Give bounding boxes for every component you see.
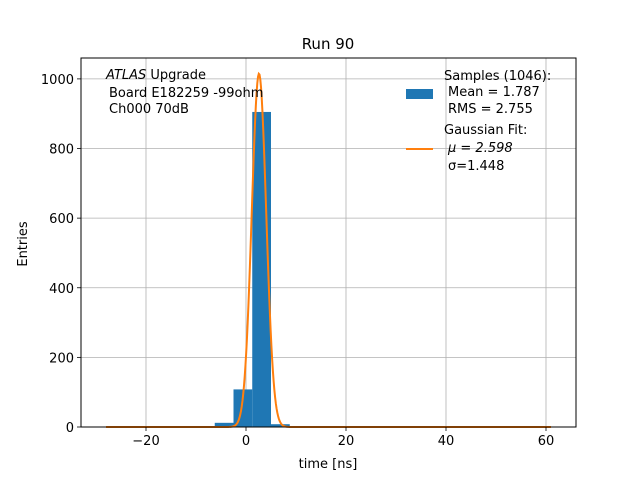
grid [81, 58, 576, 428]
y-tick-label-4: 800 [49, 143, 74, 158]
plot-frame [80, 57, 577, 428]
histogram-bar-3 [271, 424, 290, 427]
x-axis-label: time [ns] [299, 457, 358, 472]
annotation-line-2: Board E182259 -99ohm [109, 86, 263, 101]
annotation-line-3: Ch000 70dB [109, 102, 189, 117]
x-tick-label-1: 0 [242, 434, 250, 449]
x-tick-label-0: −20 [132, 434, 159, 449]
legend-sigma-label: σ=1.448 [448, 159, 504, 174]
histogram-bar-1 [233, 389, 253, 427]
x-tick-label-2: 20 [338, 434, 355, 449]
histogram-bar-0 [214, 422, 234, 427]
annotation-line-1: ATLAS Upgrade [105, 68, 206, 83]
legend-mean-label: Mean = 1.787 [448, 85, 540, 100]
y-tick-label-1: 200 [49, 351, 74, 366]
y-axis-label: Entries [16, 221, 31, 267]
x-tick-label-4: 60 [538, 434, 555, 449]
legend: Samples (1046): Mean = 1.787 RMS = 2.755… [406, 69, 551, 174]
legend-rms-label: RMS = 2.755 [448, 102, 533, 117]
y-tick-label-5: 1000 [41, 73, 74, 88]
y-tick-label-2: 400 [49, 282, 74, 297]
legend-fit-label: Gaussian Fit: [444, 123, 527, 138]
y-tick-label-0: 0 [66, 421, 74, 436]
y-tick-label-3: 600 [49, 212, 74, 227]
atlas-word: ATLAS [105, 68, 146, 83]
legend-histogram-swatch [406, 89, 433, 99]
atlas-annotation: ATLAS Upgrade Board E182259 -99ohm Ch000… [105, 68, 263, 117]
legend-samples-label: Samples (1046): [444, 69, 551, 84]
chart-title: Run 90 [302, 35, 355, 53]
annotation-upgrade: Upgrade [146, 68, 206, 83]
x-tick-label-3: 40 [438, 434, 455, 449]
legend-mu-label: μ = 2.598 [447, 141, 513, 156]
